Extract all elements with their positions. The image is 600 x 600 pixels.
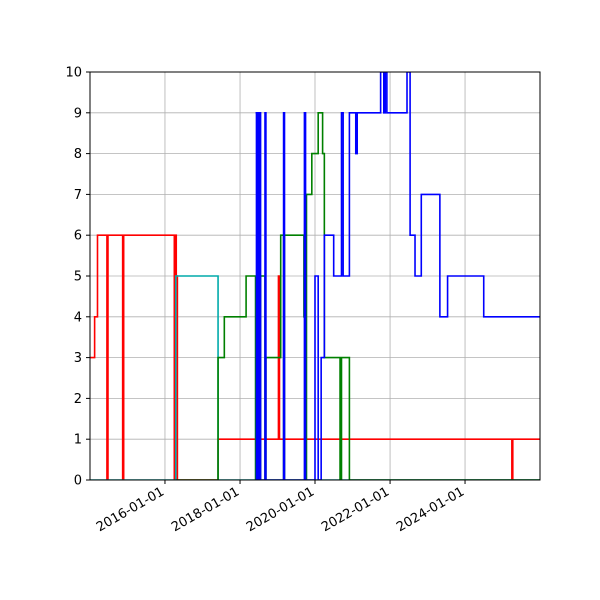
series-line-1 bbox=[90, 275, 540, 480]
series-line-3 bbox=[255, 72, 540, 480]
y-tick-label: 1 bbox=[74, 433, 82, 448]
series-line-2 bbox=[176, 112, 540, 480]
y-tick-label: 7 bbox=[74, 188, 82, 203]
y-tick-label: 10 bbox=[65, 66, 82, 81]
series-group bbox=[90, 72, 540, 480]
y-tick-label: 9 bbox=[74, 106, 82, 121]
y-tick-label: 6 bbox=[74, 229, 82, 244]
y-tick-label: 3 bbox=[74, 351, 82, 366]
y-tick-label: 8 bbox=[74, 147, 82, 162]
y-tick-label: 2 bbox=[74, 392, 82, 407]
y-tick-label: 4 bbox=[74, 310, 82, 325]
y-tick-label: 5 bbox=[74, 270, 82, 285]
y-tick-label: 0 bbox=[74, 474, 82, 489]
